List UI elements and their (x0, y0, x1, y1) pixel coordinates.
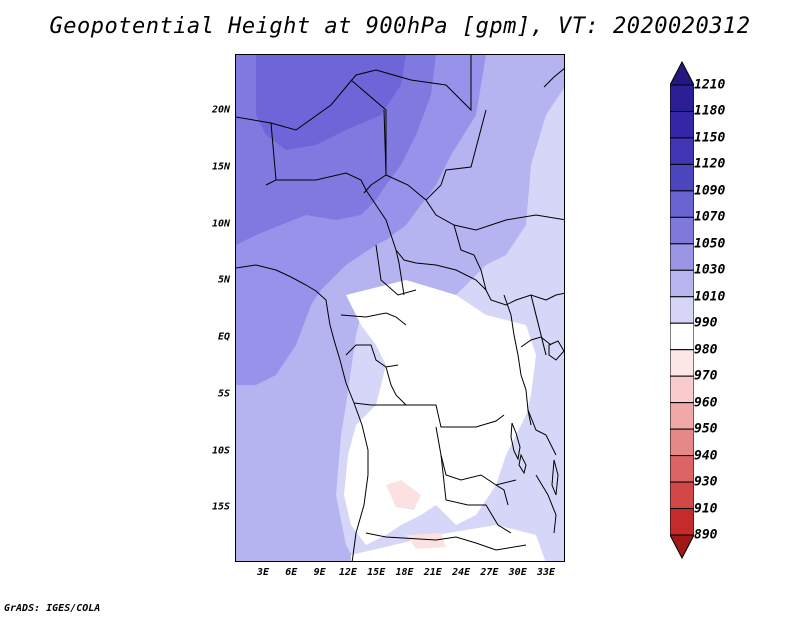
lon-label: 24E (452, 567, 471, 578)
lon-label: 12E (338, 567, 357, 578)
lon-label: 6E (285, 567, 298, 578)
border-line (510, 422, 521, 461)
lat-label: 5N (217, 274, 230, 286)
colorbar-label: 1070 (694, 209, 726, 225)
colorbar-segment (670, 190, 694, 218)
lon-label: 18E (395, 567, 414, 578)
border-line (396, 404, 505, 428)
lon-label: 30E (508, 567, 527, 578)
lon-label: 15E (367, 567, 386, 578)
border-line (527, 409, 557, 456)
lon-label: 21E (423, 567, 442, 578)
colorbar-label: 990 (694, 315, 718, 331)
colorbar-top-arrow (670, 60, 694, 86)
colorbar-label: 1090 (694, 183, 726, 199)
border-line (520, 336, 552, 348)
border-line (495, 484, 509, 506)
colorbar-label: 1030 (694, 262, 726, 278)
border-line (548, 340, 564, 361)
colorbar-label: 890 (694, 527, 718, 543)
border-line (276, 172, 367, 191)
colorbar-segment (670, 163, 694, 192)
border-line (375, 244, 417, 296)
colorbar-label: 1010 (694, 289, 726, 305)
border-line (453, 224, 487, 291)
border-line (425, 109, 487, 201)
border-line (340, 312, 407, 326)
border-line (551, 459, 559, 496)
border-line (236, 264, 369, 561)
border-line (385, 366, 407, 406)
lat-label: 15S (211, 501, 230, 513)
border-line (535, 474, 557, 534)
colorbar-label: 970 (694, 368, 718, 384)
border-line (503, 294, 532, 426)
colorbar-segment (670, 402, 694, 430)
colorbar-segment (670, 110, 694, 139)
colorbar-bottom-arrow (670, 534, 694, 560)
colorbar-label: 1210 (694, 77, 726, 93)
border-line (345, 344, 399, 368)
colorbar-segment (670, 375, 694, 404)
border-line (383, 109, 564, 231)
lat-label: 5S (217, 388, 230, 400)
contour-region-990 (351, 525, 546, 561)
colorbar-segment (670, 508, 694, 536)
colorbar-label: 910 (694, 501, 718, 517)
lat-label: 10S (211, 445, 230, 456)
geopotential-map (236, 55, 564, 561)
lon-label: 3E (256, 567, 270, 578)
contour-region-980 (406, 533, 446, 549)
colorbar-segment (670, 137, 694, 165)
colorbar-segment (670, 216, 694, 245)
colorbar-label: 930 (694, 474, 718, 490)
border-line (395, 249, 487, 291)
colorbar-segment (670, 481, 694, 510)
lon-label: 27E (480, 567, 499, 578)
colorbar-segment (670, 322, 694, 351)
colorbar-label: 1150 (694, 130, 726, 146)
color-bar (670, 60, 694, 560)
colorbar-segment (670, 428, 694, 457)
colorbar-segment (670, 243, 694, 271)
border-line (350, 79, 387, 175)
contour-region-990 (344, 280, 536, 545)
height-field (236, 55, 564, 561)
border-line (236, 55, 472, 131)
border-line (543, 68, 564, 88)
lon-label: 9E (313, 567, 326, 578)
border-line (365, 532, 527, 551)
colorbar-label: 980 (694, 342, 718, 358)
country-borders (236, 55, 564, 561)
grads-credit: GrADS: IGES/COLA (4, 603, 101, 614)
border-line (518, 453, 527, 475)
lon-label: 33E (536, 567, 556, 578)
colorbar-segment (670, 296, 694, 324)
map-panel (235, 54, 565, 562)
colorbar-label: 940 (694, 448, 718, 464)
colorbar-label: 1120 (694, 156, 726, 172)
map-title: Geopotential Height at 900hPa [gpm], VT:… (49, 14, 751, 39)
border-line (365, 189, 405, 296)
colorbar-segment (670, 269, 694, 298)
border-line (353, 402, 396, 406)
border-line (545, 292, 564, 301)
colorbar-label: 950 (694, 421, 718, 437)
colorbar-segment (670, 349, 694, 377)
colorbar-segment (670, 455, 694, 483)
lat-label: 15N (211, 161, 230, 173)
contour-region-980 (386, 480, 421, 510)
border-line (485, 289, 547, 306)
colorbar-label: 1180 (694, 103, 726, 119)
lat-label: EQ (217, 331, 230, 343)
border-line (530, 294, 547, 356)
colorbar-segment (670, 84, 694, 112)
lat-label: 10N (211, 218, 230, 229)
colorbar-label: 960 (694, 395, 718, 411)
colorbar-label: 1050 (694, 236, 726, 252)
lat-label: 20N (211, 104, 230, 116)
contour-region-1090 (256, 55, 406, 150)
border-line (440, 454, 512, 534)
